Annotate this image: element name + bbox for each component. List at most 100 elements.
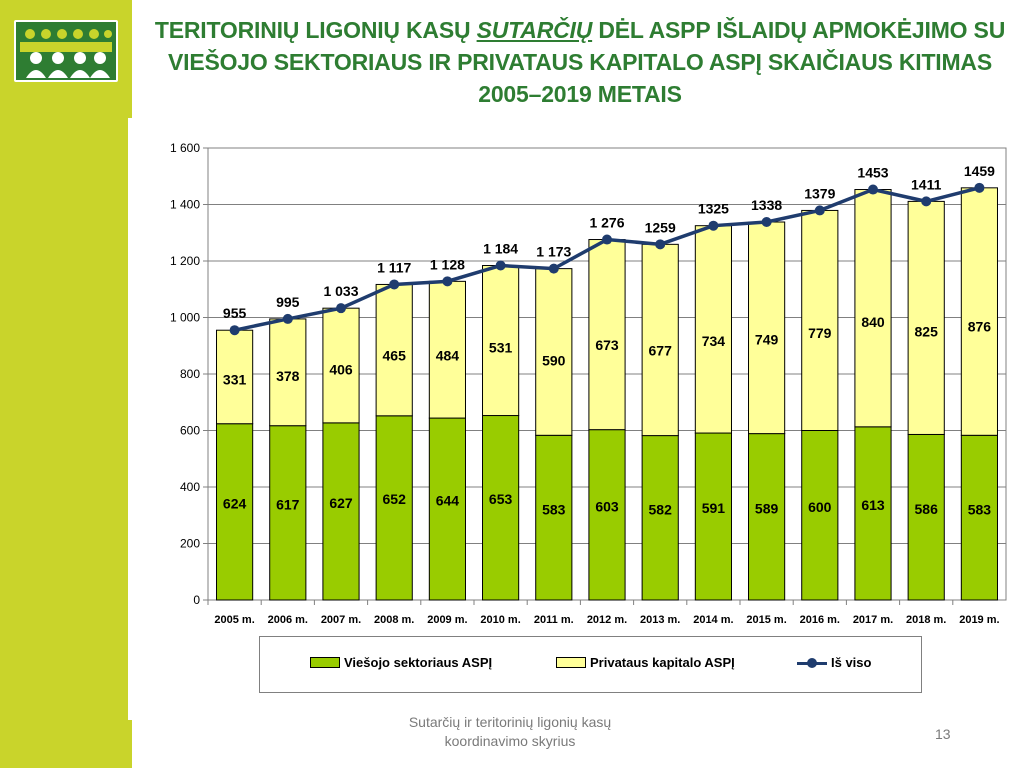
bar-public bbox=[854, 426, 892, 601]
total-point bbox=[921, 196, 932, 207]
legend-item-private: Privataus kapitalo ASPĮ bbox=[556, 655, 735, 670]
bar-private bbox=[588, 239, 626, 431]
data-label-total: 1 184 bbox=[483, 241, 518, 257]
data-label-total: 1411 bbox=[911, 176, 942, 192]
x-tick-label: 2008 m. bbox=[374, 614, 414, 626]
y-tick-label: 1 200 bbox=[170, 254, 200, 268]
bar-private bbox=[960, 187, 998, 436]
data-label-private: 840 bbox=[861, 314, 885, 330]
data-label-total: 995 bbox=[276, 294, 300, 310]
y-tick-label: 1 000 bbox=[170, 311, 200, 325]
data-label-public: 600 bbox=[808, 499, 832, 515]
sidebar-accent bbox=[0, 0, 132, 768]
data-label-total: 1379 bbox=[804, 185, 835, 201]
stacked-bar-line-chart: 0 200 400 600 800 1 000 1 200 1 400 1 600 624 331 2… bbox=[170, 141, 1007, 626]
x-tick-label: 2018 m. bbox=[906, 614, 946, 626]
bar-private bbox=[641, 243, 679, 437]
bar-public bbox=[694, 432, 732, 601]
data-label-total: 1 117 bbox=[377, 259, 411, 275]
data-label-private: 465 bbox=[383, 348, 407, 364]
bar-private bbox=[854, 189, 892, 428]
data-label-public: 624 bbox=[223, 495, 247, 511]
data-label-private: 673 bbox=[595, 337, 619, 353]
data-label-public: 617 bbox=[276, 496, 300, 512]
x-tick-label: 2006 m. bbox=[268, 614, 308, 626]
x-tick-label: 2011 m. bbox=[534, 614, 574, 626]
bar-public bbox=[482, 415, 520, 601]
data-label-total: 1 276 bbox=[589, 215, 624, 231]
x-tick-label: 2013 m. bbox=[640, 614, 680, 626]
y-tick-label: 400 bbox=[180, 480, 200, 494]
y-tick-label: 1 400 bbox=[170, 198, 200, 212]
data-label-private: 406 bbox=[329, 362, 353, 378]
page-number: 13 bbox=[935, 726, 951, 742]
legend-label-public: Viešojo sektoriaus ASPĮ bbox=[344, 655, 493, 670]
y-tick-label: 600 bbox=[180, 424, 200, 438]
total-point bbox=[868, 184, 878, 195]
sidebar-divider bbox=[128, 118, 132, 720]
bar-public bbox=[322, 422, 360, 601]
bar-public bbox=[269, 425, 307, 601]
slide-title: TERITORINIŲ LIGONIŲ KASŲ SUTARČIŲ DĖL AS… bbox=[140, 14, 1020, 110]
data-label-private: 734 bbox=[702, 333, 726, 349]
x-tick-label: 2005 m. bbox=[214, 614, 254, 626]
y-tick-label: 1 600 bbox=[170, 141, 200, 155]
total-point bbox=[708, 220, 719, 231]
data-label-total: 1325 bbox=[698, 201, 729, 217]
y-tick-label: 800 bbox=[180, 367, 200, 381]
data-label-public: 591 bbox=[702, 500, 726, 516]
footer-text: Sutarčių ir teritorinių ligonių kasų koo… bbox=[408, 714, 612, 749]
data-label-public: 627 bbox=[329, 495, 353, 511]
total-point bbox=[495, 260, 506, 271]
bar-public bbox=[588, 429, 626, 601]
total-point bbox=[442, 276, 453, 287]
data-label-private: 484 bbox=[436, 348, 460, 364]
bar-public bbox=[428, 417, 466, 601]
data-label-private: 876 bbox=[968, 318, 992, 334]
legend-item-total: Iš viso bbox=[797, 655, 871, 670]
data-label-private: 825 bbox=[915, 324, 939, 340]
bar-private bbox=[748, 221, 786, 435]
total-point bbox=[336, 303, 346, 314]
bar-public bbox=[641, 435, 679, 601]
total-point bbox=[974, 182, 985, 193]
x-tick-label: 2009 m. bbox=[427, 614, 467, 626]
total-point bbox=[602, 234, 612, 245]
bar-public bbox=[748, 433, 786, 601]
legend-label-private: Privataus kapitalo ASPĮ bbox=[590, 655, 735, 670]
legend-swatch-total bbox=[797, 657, 827, 669]
bar-private bbox=[269, 318, 307, 427]
title-part1: TERITORINIŲ LIGONIŲ KASŲ bbox=[154, 17, 477, 43]
total-point bbox=[761, 217, 772, 228]
total-point bbox=[655, 239, 666, 250]
data-label-public: 644 bbox=[436, 492, 460, 508]
x-tick-label: 2016 m. bbox=[800, 614, 840, 626]
y-tick-label: 0 bbox=[193, 593, 200, 607]
legend-label-total: Iš viso bbox=[831, 655, 872, 670]
bar-public bbox=[801, 430, 839, 601]
bar-public bbox=[535, 434, 573, 601]
data-label-total: 1338 bbox=[751, 197, 782, 213]
bar-public bbox=[960, 434, 998, 601]
x-tick-label: 2010 m. bbox=[480, 614, 520, 626]
data-label-total: 1453 bbox=[857, 165, 888, 181]
legend-swatch-public bbox=[310, 657, 340, 668]
total-point bbox=[548, 263, 559, 274]
data-label-private: 590 bbox=[542, 352, 566, 368]
data-label-public: 586 bbox=[915, 501, 939, 517]
data-label-public: 603 bbox=[595, 498, 619, 514]
data-label-private: 331 bbox=[223, 371, 247, 387]
bar-private bbox=[482, 265, 520, 417]
data-label-total: 1 128 bbox=[430, 256, 465, 272]
legend-swatch-private bbox=[556, 657, 586, 668]
data-label-total: 955 bbox=[223, 305, 247, 321]
title-emphasis: SUTARČIŲ bbox=[476, 17, 593, 43]
total-point bbox=[814, 205, 825, 216]
bar-private bbox=[907, 200, 945, 435]
data-label-total: 1459 bbox=[964, 163, 995, 179]
bar-private bbox=[801, 209, 839, 432]
x-tick-label: 2019 m. bbox=[959, 614, 999, 626]
total-point bbox=[282, 313, 293, 324]
data-label-private: 677 bbox=[649, 342, 673, 358]
data-label-public: 652 bbox=[383, 491, 407, 507]
